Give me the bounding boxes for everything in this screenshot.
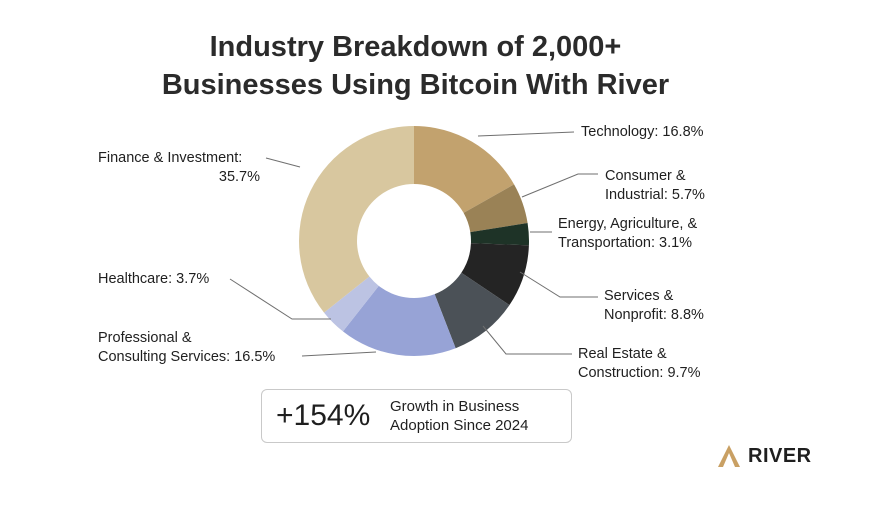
donut-slice <box>461 243 529 306</box>
leader-line <box>482 325 572 355</box>
leader-line <box>519 271 598 298</box>
slice-label: Real Estate & Construction: 9.7% <box>578 346 701 381</box>
slice-label: Energy, Agriculture, & Transportation: 3.… <box>558 216 697 251</box>
slice-label-line: Construction: 9.7% <box>578 365 701 381</box>
slice-labels: Technology: 16.8% Consumer & Industrial: 5… <box>98 124 705 381</box>
slice-label-line: Consulting Services: 16.5% <box>98 349 275 365</box>
slice-label-line: Technology: 16.8% <box>581 124 704 140</box>
growth-stat-value: +154% <box>276 399 371 432</box>
slice-label-line: Nonprofit: 8.8% <box>604 307 704 323</box>
chart-title-line-1: Industry Breakdown of 2,000+ <box>209 31 622 63</box>
slice-label-line: Professional & <box>98 330 192 346</box>
slice-label: Technology: 16.8% <box>581 124 704 140</box>
leader-line <box>265 157 301 168</box>
slice-label-line: Finance & Investment: <box>98 150 242 166</box>
slice-label: Finance & Investment: 35.7% <box>98 150 260 185</box>
slice-label-line: Services & <box>604 288 674 304</box>
river-logo-icon <box>718 445 740 467</box>
donut-slice <box>434 272 510 349</box>
slice-label-line: Transportation: 3.1% <box>558 235 692 251</box>
slice-label-line: 35.7% <box>219 169 260 185</box>
donut-slice <box>299 125 414 313</box>
river-brand: RIVER <box>716 443 812 469</box>
growth-stat-text: Growth in Business Adoption Since 2024 <box>390 397 528 435</box>
growth-stat-box: +154% Growth in Business Adoption Since … <box>261 389 572 443</box>
leader-line <box>521 173 598 198</box>
slice-label-line: Real Estate & <box>578 346 667 362</box>
chart-title: Industry Breakdown of 2,000+ Businesses … <box>0 28 831 104</box>
river-brand-name: RIVER <box>748 444 812 467</box>
growth-stat-text-line-1: Growth in Business <box>390 398 520 415</box>
donut-slice <box>324 276 379 332</box>
slice-label-line: Consumer & <box>605 168 686 184</box>
donut-slice <box>414 126 515 213</box>
leader-line <box>301 351 377 357</box>
slice-label: Healthcare: 3.7% <box>98 271 209 287</box>
donut-slice <box>470 223 529 246</box>
slice-label: Services & Nonprofit: 8.8% <box>604 288 704 323</box>
leader-lines <box>229 131 598 357</box>
leader-line <box>477 131 575 137</box>
leader-line <box>229 278 331 320</box>
growth-stat-text-line-2: Adoption Since 2024 <box>390 417 529 434</box>
slice-label-line: Industrial: 5.7% <box>605 187 705 203</box>
slice-label: Professional & Consulting Services: 16.5% <box>98 330 275 365</box>
slice-label-line: Energy, Agriculture, & <box>558 216 697 232</box>
donut-slice <box>342 285 456 356</box>
slice-label: Consumer & Industrial: 5.7% <box>605 168 705 203</box>
donut-slices <box>299 125 529 356</box>
chart-title-line-2: Businesses Using Bitcoin With River <box>161 69 670 101</box>
slice-label-line: Healthcare: 3.7% <box>98 271 209 287</box>
donut-slice <box>463 184 528 233</box>
